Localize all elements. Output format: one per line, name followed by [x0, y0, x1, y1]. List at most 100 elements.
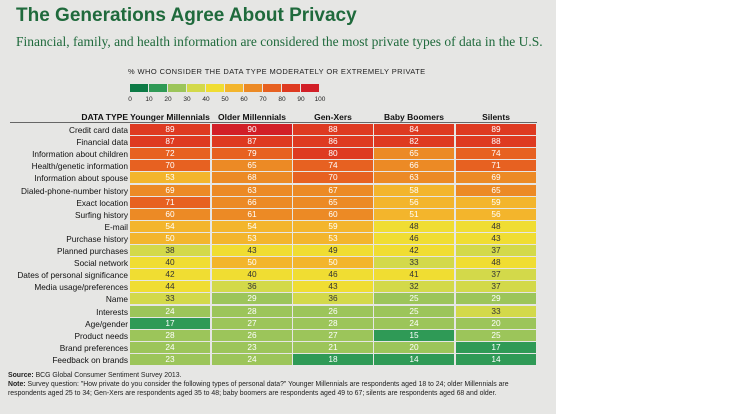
heatmap-cell: 84 — [374, 124, 454, 135]
chart-panel: The Generations Agree About Privacy Fina… — [0, 0, 556, 414]
heatmap-cell: 24 — [374, 317, 454, 329]
row-label: Dialed-phone-number history — [21, 185, 128, 196]
note-text: Survey question: "How private do you con… — [8, 381, 509, 397]
heatmap-cell: 17 — [456, 341, 536, 353]
heatmap-cell: 24 — [130, 305, 210, 317]
heatmap-cell: 23 — [212, 341, 292, 353]
color-scale-tick: 70 — [259, 96, 267, 103]
heatmap-cell: 26 — [293, 305, 373, 317]
heatmap-cell: 53 — [212, 232, 292, 244]
heatmap-cell: 48 — [374, 220, 454, 232]
heatmap-cell: 17 — [130, 317, 210, 329]
row-label: Information about children — [32, 149, 128, 160]
color-scale-tick: 80 — [278, 96, 286, 103]
heatmap-cell: 54 — [212, 220, 292, 232]
chart-subtitle: Financial, family, and health informatio… — [16, 34, 543, 49]
heatmap-cell: 56 — [456, 208, 536, 220]
color-scale-swatch — [187, 84, 205, 92]
row-label: Name — [105, 294, 128, 305]
heatmap-cell: 60 — [293, 208, 373, 220]
heatmap-cell: 43 — [456, 232, 536, 244]
heatmap-cell: 32 — [374, 281, 454, 293]
heatmap-cell: 54 — [130, 220, 210, 232]
row-label: Surfing history — [74, 209, 128, 220]
color-scale-tick: 100 — [314, 96, 326, 103]
row-label: Brand preferences — [59, 342, 128, 353]
heatmap-cell: 65 — [212, 160, 292, 172]
color-scale-swatch — [301, 84, 319, 92]
heatmap-cell: 65 — [374, 148, 454, 160]
row-label: Purchase history — [66, 233, 128, 244]
color-scale-tick: 50 — [221, 96, 229, 103]
heatmap-cell: 67 — [293, 184, 373, 196]
source-note: Source: BCG Global Consumer Sentiment Su… — [8, 371, 548, 380]
color-scale-swatch — [263, 84, 281, 92]
column-header: Baby Boomers — [384, 112, 444, 122]
heatmap-cell: 87 — [212, 136, 292, 148]
column-header: Silents — [482, 112, 510, 122]
heatmap-cell: 48 — [456, 220, 536, 232]
heatmap-cell: 33 — [456, 305, 536, 317]
heatmap-cell: 18 — [293, 353, 373, 365]
heatmap-cell: 71 — [456, 160, 536, 172]
heatmap-cell: 46 — [293, 269, 373, 281]
row-header: DATA TYPE — [81, 112, 128, 122]
column-header: Gen-Xers — [314, 112, 352, 122]
heatmap-cell: 89 — [456, 124, 536, 135]
heatmap-cell: 70 — [293, 172, 373, 184]
heatmap-cell: 59 — [456, 196, 536, 208]
heatmap-cell: 88 — [293, 124, 373, 135]
heatmap-cell: 48 — [456, 257, 536, 269]
heatmap-cell: 69 — [130, 184, 210, 196]
heatmap-cell: 38 — [130, 245, 210, 256]
heatmap-cell: 42 — [130, 269, 210, 281]
color-scale-swatch — [130, 84, 148, 92]
note-label: Note: — [8, 381, 26, 388]
row-label: Credit card data — [68, 125, 128, 135]
heatmap-cell: 61 — [212, 208, 292, 220]
heatmap-cell: 29 — [212, 293, 292, 305]
heatmap-cell: 25 — [374, 293, 454, 305]
heatmap-cell: 37 — [456, 281, 536, 293]
color-scale-swatch — [206, 84, 224, 92]
heatmap-cell: 33 — [374, 257, 454, 269]
row-label: Information about spouse — [34, 173, 128, 184]
heatmap-cell: 27 — [293, 329, 373, 341]
heatmap-cell: 43 — [212, 245, 292, 256]
row-label: Interests — [96, 306, 128, 317]
heatmap-cell: 24 — [130, 341, 210, 353]
source-label: Source: — [8, 372, 34, 379]
heatmap-cell: 74 — [456, 148, 536, 160]
row-label: Dates of personal significance — [17, 270, 128, 281]
color-scale-swatch — [168, 84, 186, 92]
heatmap-cell: 63 — [212, 184, 292, 196]
heatmap-cell: 68 — [212, 172, 292, 184]
heatmap-cell: 65 — [456, 184, 536, 196]
heatmap-cell: 21 — [293, 341, 373, 353]
heatmap-cell: 50 — [212, 257, 292, 269]
row-label: Financial data — [76, 137, 128, 148]
heatmap-cell: 25 — [456, 329, 536, 341]
heatmap-cell: 87 — [130, 136, 210, 148]
heatmap-cell: 65 — [293, 196, 373, 208]
color-scale-tick: 40 — [202, 96, 210, 103]
color-scale-swatch — [225, 84, 243, 92]
heatmap-cell: 90 — [212, 124, 292, 135]
color-scale-tick: 30 — [183, 96, 191, 103]
column-header: Younger Millennials — [130, 112, 210, 122]
heatmap-cell: 86 — [293, 136, 373, 148]
heatmap-cell: 72 — [130, 148, 210, 160]
color-scale-tick: 20 — [164, 96, 172, 103]
heatmap-cell: 29 — [456, 293, 536, 305]
row-label: Health/genetic information — [31, 161, 128, 172]
row-label: Feedback on brands — [52, 354, 128, 365]
heatmap-cell: 74 — [293, 160, 373, 172]
color-scale-tick: 60 — [240, 96, 248, 103]
heatmap-cell: 66 — [212, 196, 292, 208]
legend-title: % WHO CONSIDER THE DATA TYPE MODERATELY … — [128, 67, 426, 76]
row-label: Age/gender — [85, 318, 128, 329]
heatmap-cell: 28 — [130, 329, 210, 341]
heatmap-cell: 36 — [293, 293, 373, 305]
heatmap-cell: 20 — [456, 317, 536, 329]
heatmap-cell: 89 — [130, 124, 210, 135]
